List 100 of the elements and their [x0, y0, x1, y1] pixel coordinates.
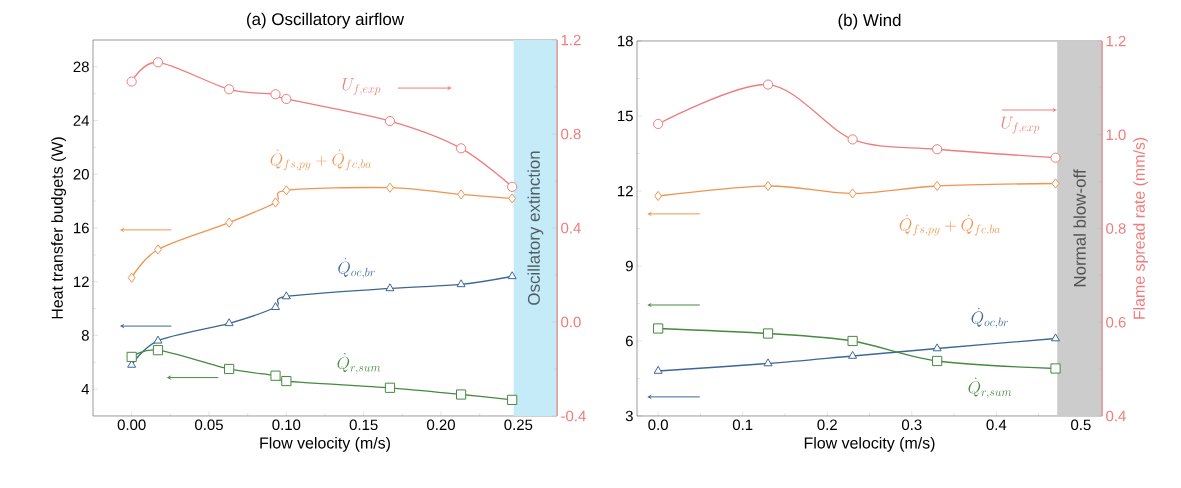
chart-title: (b) Wind	[838, 13, 901, 30]
point	[152, 57, 164, 68]
series-label: $\dot{Q}_{oc,br}$	[338, 257, 375, 279]
y2-tick-label: 1.0	[1106, 129, 1126, 141]
y2-tick-label: 0.8	[1106, 223, 1126, 234]
point	[126, 351, 137, 362]
y-tick-label: 6	[625, 335, 633, 347]
series-label: $\dot{Q}_{r,sum}$	[337, 353, 381, 374]
y2-tick-label: 0.4	[561, 222, 581, 234]
y2-tick-label: 0.0	[561, 316, 581, 328]
y-tick-label: 15	[618, 110, 633, 122]
y-axis-title: Heat transfer budgets (W)	[51, 137, 67, 319]
y2-tick-label: 1.2	[561, 34, 581, 46]
point	[653, 118, 664, 130]
point	[270, 370, 281, 381]
x-axis-title: Flow velocity (m/s)	[804, 436, 935, 452]
point	[507, 271, 517, 280]
point	[225, 217, 234, 228]
point	[271, 197, 280, 208]
series-label: $\dot{Q}_{r,sum}$	[968, 377, 1012, 399]
point	[848, 350, 858, 359]
series-label: $U_{f,exp}$	[342, 78, 381, 96]
point	[847, 134, 858, 145]
y-tick-label: 12	[618, 185, 633, 197]
point	[385, 283, 395, 292]
y-tick-label: 24	[73, 115, 90, 126]
y2-tick-label: 0.4	[1106, 410, 1126, 422]
point	[933, 180, 942, 192]
point	[224, 363, 235, 375]
x-tick-label: 0.10	[272, 419, 301, 431]
point	[270, 89, 281, 100]
x-tick-label: 0.15	[349, 419, 378, 431]
x-tick-label: 0.3	[901, 419, 922, 431]
point	[653, 323, 664, 334]
y2-tick-label: 0.8	[561, 128, 581, 140]
point	[384, 115, 396, 127]
point	[763, 358, 773, 367]
point	[456, 389, 467, 400]
point	[1050, 363, 1061, 374]
point	[848, 188, 857, 199]
point	[153, 335, 163, 344]
point	[762, 328, 774, 339]
y-tick-label: 28	[73, 61, 89, 73]
point	[224, 318, 234, 327]
point	[386, 182, 394, 193]
chart-title: (a) Oscillatory airflow	[247, 12, 405, 29]
point	[457, 189, 466, 200]
point	[508, 193, 517, 204]
y2-tick-label: 0.6	[1106, 316, 1126, 328]
point	[507, 394, 518, 405]
x-axis-title: Flow velocity (m/s)	[260, 436, 390, 452]
y-tick-label: 18	[618, 35, 633, 47]
point	[126, 76, 137, 87]
band-label: Oscillatory extinction	[527, 151, 544, 305]
x-tick-label: 0.4	[986, 419, 1007, 431]
point	[762, 79, 774, 90]
y2-tick-label: 1.2	[1106, 35, 1126, 47]
point	[384, 382, 396, 393]
point	[1051, 333, 1060, 342]
point	[456, 143, 467, 154]
x-tick-label: 0.1	[732, 419, 753, 431]
point	[932, 355, 943, 367]
y-tick-label: 4	[81, 383, 90, 395]
point	[507, 181, 518, 192]
y-tick-label: 20	[73, 168, 89, 180]
x-tick-label: 0.00	[117, 419, 146, 431]
x-tick-label: 0.2	[817, 419, 837, 431]
point	[127, 272, 136, 283]
y-tick-label: 16	[74, 222, 89, 234]
point	[281, 291, 291, 300]
series-label: $\dot{Q}_{fs,py}+\dot{Q}_{fc,ba}$	[270, 149, 371, 171]
point	[154, 244, 162, 255]
point	[653, 365, 663, 374]
point	[1050, 152, 1061, 163]
point	[271, 302, 280, 311]
point	[932, 343, 942, 352]
point	[847, 335, 858, 347]
point	[282, 185, 291, 196]
point	[764, 180, 773, 192]
point	[281, 93, 292, 105]
point	[281, 375, 292, 387]
y-tick-label: 3	[625, 410, 633, 422]
x-tick-label: 0.5	[1071, 419, 1091, 431]
point	[456, 279, 466, 288]
series-label: $\dot{Q}_{oc,br}$	[971, 307, 1009, 329]
point	[654, 190, 663, 202]
x-tick-label: 0.05	[195, 419, 223, 431]
y-tick-label: 8	[81, 330, 89, 341]
y-tick-label: 9	[625, 260, 633, 272]
band-label: Normal blow-off	[1073, 169, 1086, 287]
x-tick-label: 0.0	[648, 419, 668, 431]
x-tick-label: 0.20	[427, 419, 455, 431]
point	[1051, 178, 1060, 189]
y2-tick-label: -0.4	[561, 410, 586, 422]
point	[224, 84, 235, 95]
point	[932, 144, 943, 155]
text: $\dot{Q}_{fs,py}+\dot{Q}_{fc,ba}$	[899, 214, 1001, 236]
point	[152, 345, 164, 356]
y2-axis-title: Flame spread rate (mm/s)	[1133, 137, 1149, 319]
x-tick-label: 0.25	[504, 419, 533, 431]
